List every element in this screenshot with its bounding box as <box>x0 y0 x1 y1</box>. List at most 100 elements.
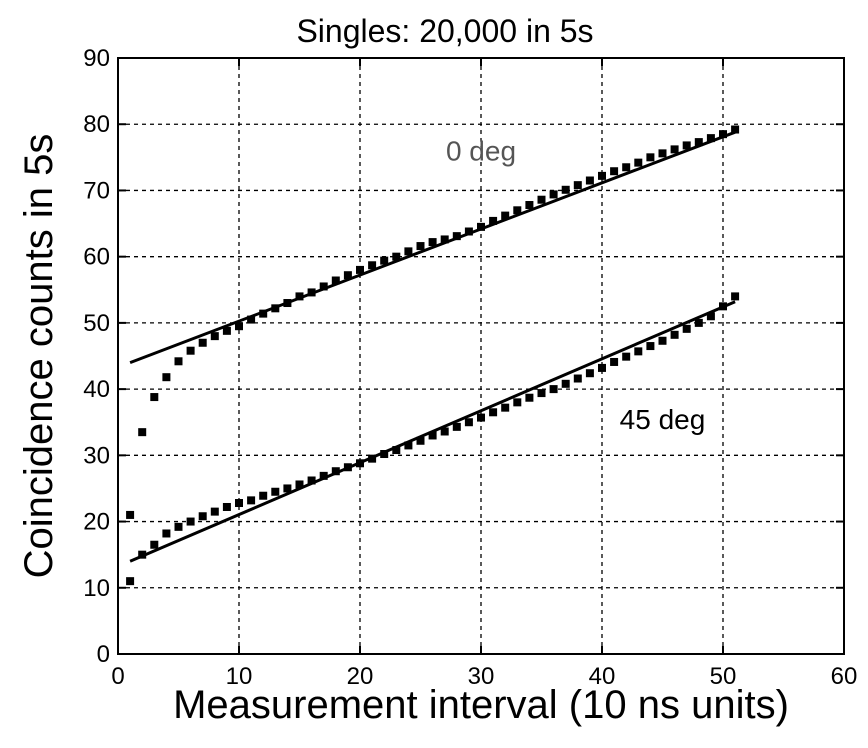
data-point-s1-37 <box>573 374 582 383</box>
data-point-s1-3 <box>162 529 171 538</box>
data-point-s1-34 <box>537 389 546 398</box>
data-point-s0-31 <box>501 211 510 220</box>
data-point-s0-45 <box>670 145 679 154</box>
data-point-s0-28 <box>464 227 473 236</box>
data-point-s1-2 <box>150 540 159 549</box>
data-point-s0-47 <box>694 138 703 147</box>
data-point-s0-32 <box>513 206 522 215</box>
data-point-s1-35 <box>549 385 558 394</box>
data-point-s0-11 <box>259 309 268 318</box>
data-point-s1-19 <box>356 459 364 468</box>
data-point-s1-43 <box>646 342 655 351</box>
data-point-s1-25 <box>428 431 437 440</box>
data-point-s0-36 <box>561 185 570 194</box>
x-tick-label-4: 40 <box>589 663 616 690</box>
data-point-s0-20 <box>368 261 377 270</box>
data-point-s0-29 <box>477 222 485 231</box>
data-point-s0-14 <box>295 292 304 301</box>
y-tick-label-4: 40 <box>83 376 110 403</box>
data-point-s1-6 <box>198 512 207 521</box>
y-tick-label-6: 60 <box>83 244 110 271</box>
y-tick-label-3: 30 <box>83 442 110 469</box>
data-points <box>126 125 740 586</box>
data-point-s0-1 <box>138 428 147 437</box>
data-point-s1-48 <box>706 312 715 321</box>
x-tick-label-2: 20 <box>347 663 374 690</box>
annotation-1: 45 deg <box>620 404 706 435</box>
annotations: 0 deg 45 deg <box>446 136 705 435</box>
data-point-s1-0 <box>126 577 135 586</box>
data-point-s1-16 <box>319 471 328 480</box>
data-point-s1-30 <box>489 408 498 417</box>
y-tick-label-0: 0 <box>97 641 110 668</box>
data-point-s0-26 <box>440 235 449 244</box>
data-point-s0-50 <box>731 125 740 134</box>
data-point-s1-18 <box>343 463 352 472</box>
data-point-s0-24 <box>416 242 425 251</box>
y-tick-label-5: 50 <box>83 310 110 337</box>
x-tick-label-3: 30 <box>468 663 495 690</box>
x-tick-label-0: 0 <box>111 663 124 690</box>
data-point-s0-43 <box>646 153 655 162</box>
data-point-s0-44 <box>658 149 667 158</box>
data-point-s1-49 <box>719 302 727 311</box>
data-point-s1-21 <box>380 450 389 459</box>
data-point-s0-49 <box>719 130 727 139</box>
data-point-s1-13 <box>283 484 292 493</box>
data-point-s0-39 <box>598 171 606 180</box>
data-point-s0-3 <box>162 373 171 382</box>
data-point-s0-23 <box>404 247 413 256</box>
data-point-s1-22 <box>392 446 401 455</box>
fit-lines <box>129 130 736 563</box>
data-point-s1-9 <box>235 499 243 508</box>
data-point-s1-27 <box>452 422 461 431</box>
data-point-s1-26 <box>440 427 449 436</box>
data-point-s1-11 <box>259 491 268 500</box>
x-tick-label-1: 10 <box>226 663 253 690</box>
chart-title: Singles: 20,000 in 5s <box>296 13 593 49</box>
y-tick-label-8: 80 <box>83 111 110 138</box>
data-point-s1-8 <box>222 502 231 511</box>
data-point-s0-19 <box>356 265 364 274</box>
data-point-s1-45 <box>670 330 679 339</box>
data-point-s0-0 <box>126 510 135 519</box>
data-point-s0-8 <box>222 326 231 335</box>
data-point-s0-27 <box>452 232 461 241</box>
x-tick-label-5: 50 <box>710 663 737 690</box>
data-point-s0-7 <box>210 332 219 341</box>
data-point-s1-28 <box>464 418 473 427</box>
data-point-s0-13 <box>283 299 292 308</box>
data-point-s0-16 <box>319 282 328 291</box>
data-point-s0-18 <box>343 271 352 280</box>
data-point-s0-30 <box>489 216 498 225</box>
fit-line-0 <box>129 130 736 365</box>
y-tick-label-9: 90 <box>83 45 110 72</box>
x-axis-label: Measurement interval (10 ns units) <box>173 683 789 727</box>
data-point-s1-39 <box>598 363 606 372</box>
data-point-s0-2 <box>150 393 159 402</box>
data-point-s1-47 <box>694 318 703 327</box>
data-point-s1-20 <box>368 454 377 463</box>
data-point-s1-42 <box>634 347 643 356</box>
plot-frame <box>117 57 845 655</box>
data-point-s0-37 <box>573 181 582 190</box>
data-point-s1-10 <box>247 496 256 505</box>
data-point-s1-44 <box>658 336 667 345</box>
grid-lines <box>118 58 844 654</box>
data-point-s0-4 <box>174 357 183 366</box>
y-tick-label-1: 10 <box>83 575 110 602</box>
data-point-s0-33 <box>525 201 534 210</box>
data-point-s0-21 <box>380 256 389 265</box>
data-point-s0-12 <box>271 304 280 313</box>
data-point-s0-41 <box>622 163 631 172</box>
data-point-s0-6 <box>198 338 207 347</box>
data-point-s1-31 <box>501 403 510 412</box>
data-point-s0-40 <box>610 167 619 176</box>
data-point-s1-38 <box>585 369 594 378</box>
data-point-s1-5 <box>186 517 195 526</box>
data-point-s1-7 <box>210 507 219 516</box>
y-tick-label-2: 20 <box>83 509 110 536</box>
data-point-s1-36 <box>561 379 570 388</box>
data-point-s0-34 <box>537 195 546 204</box>
